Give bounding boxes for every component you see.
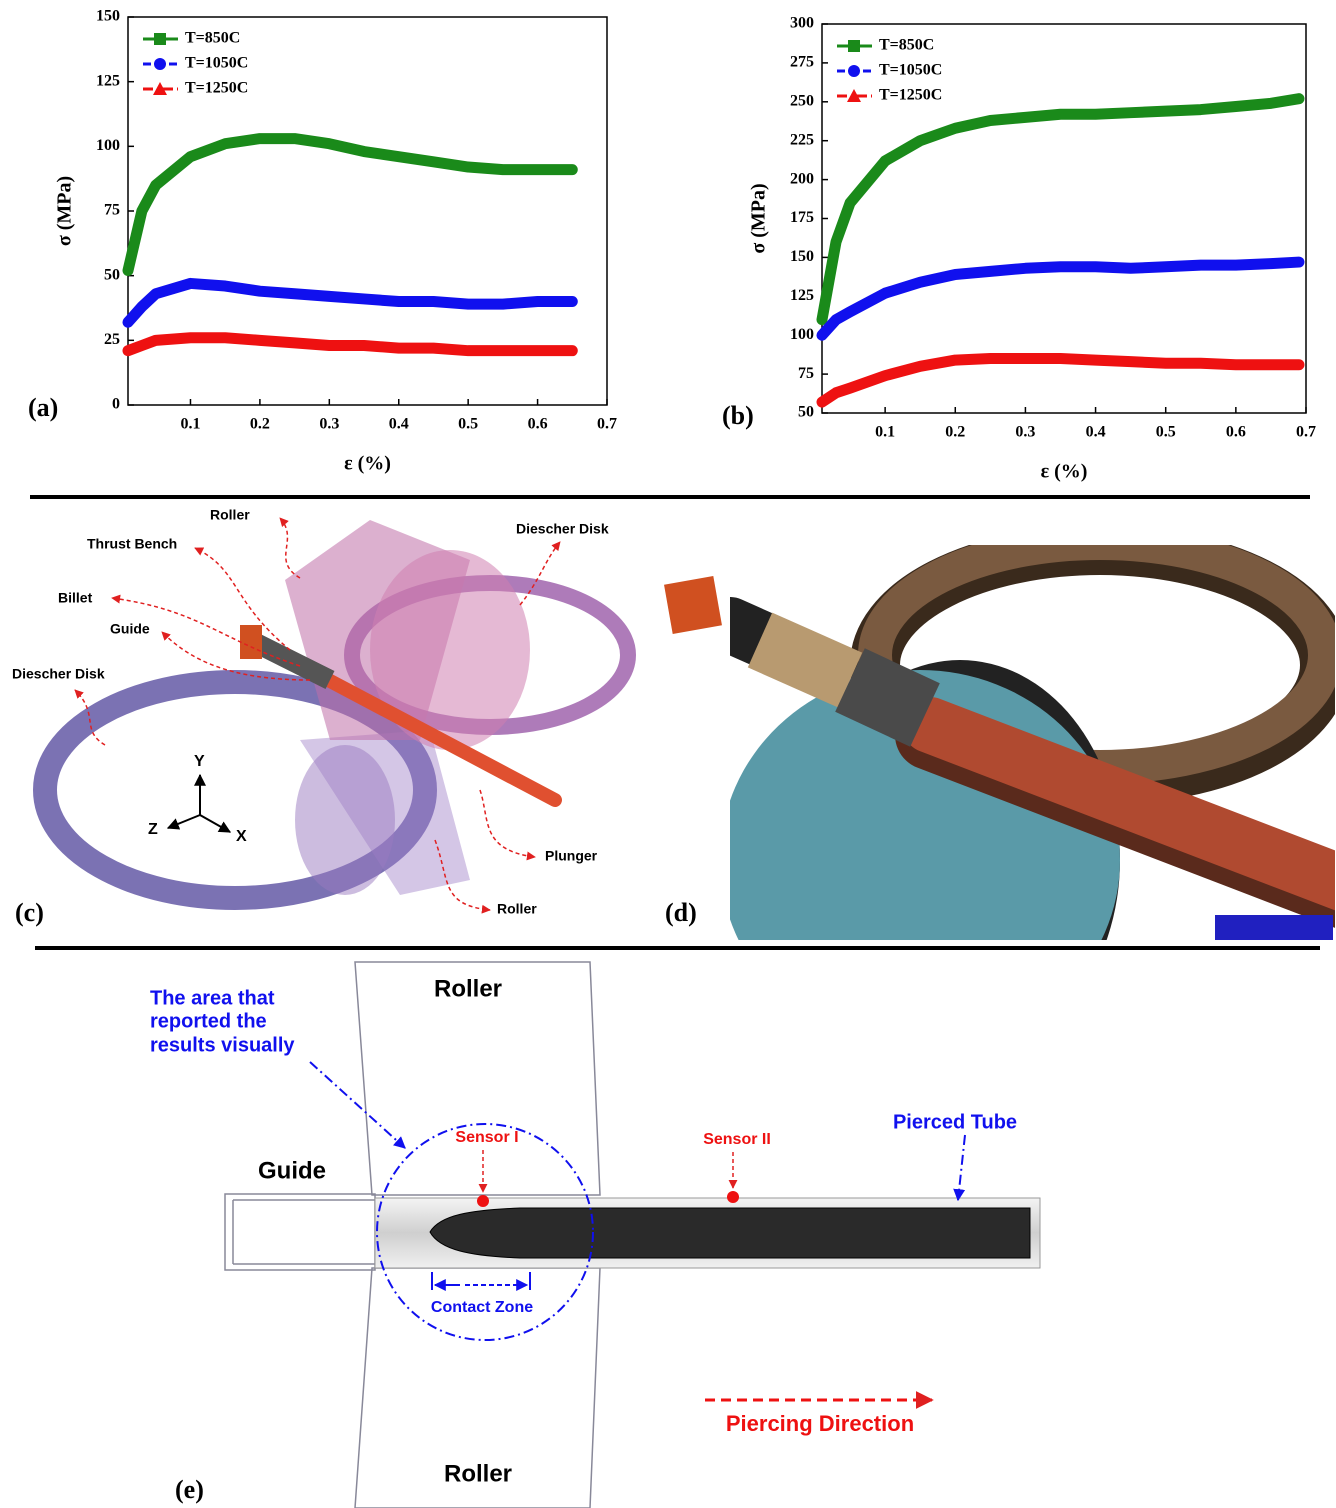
y-axis-label: σ (MPa)	[748, 183, 770, 253]
y-tick-label: 300	[790, 15, 814, 32]
y-tick-label: 0	[112, 396, 120, 413]
panel-label: (d)	[665, 898, 697, 927]
x-tick-label: 0.3	[319, 416, 339, 433]
callout: Guide	[110, 621, 150, 637]
series-line	[128, 338, 572, 351]
series-line	[128, 283, 572, 322]
callout: Roller	[210, 507, 250, 523]
panel-e: Roller Roller Guide The area that report…	[150, 962, 1040, 1508]
sensor	[727, 1191, 739, 1203]
y-tick-label: 275	[790, 54, 814, 71]
legend-label: T=1250C	[185, 80, 248, 97]
panel-label: (a)	[28, 393, 58, 422]
legend-marker	[154, 33, 166, 45]
panel-label: (b)	[722, 401, 754, 430]
x-tick-label: 0.6	[528, 416, 548, 433]
note: The area that	[150, 987, 275, 1009]
legend-marker	[848, 65, 860, 77]
x-tick-label: 0.1	[875, 424, 895, 441]
figure: 0 25 50 75 100 125 150 0.1 0.2 0.3 0.4 0.5 0.6 0.7 ε (…	[0, 0, 1336, 1508]
panel-d	[666, 543, 1336, 1060]
callout: Plunger	[545, 848, 598, 864]
y-tick-label: 75	[104, 202, 120, 219]
x-tick-label: 0.7	[597, 416, 617, 433]
leader	[310, 1062, 405, 1148]
legend-label: T=1050C	[879, 62, 942, 79]
note: results visually	[150, 1034, 295, 1056]
roller	[295, 745, 395, 895]
axis-name: Y	[194, 753, 205, 770]
y-tick-label: 50	[798, 404, 814, 421]
callout: Diescher Disk	[12, 666, 105, 682]
sensor	[477, 1195, 489, 1207]
leader	[958, 1135, 965, 1200]
label: Contact Zone	[431, 1299, 533, 1316]
note: reported the	[150, 1010, 267, 1032]
y-tick-label: 100	[96, 137, 120, 154]
label: Roller	[434, 975, 502, 1002]
legend-label: T=850C	[879, 37, 934, 54]
x-tick-label: 0.3	[1015, 424, 1035, 441]
callout: Diescher Disk	[516, 521, 609, 537]
x-axis-label: ε (%)	[344, 453, 391, 475]
legend-label: T=1050C	[185, 55, 248, 72]
y-tick-label: 50	[104, 266, 120, 283]
y-tick-label: 125	[96, 72, 120, 89]
callout: Thrust Bench	[87, 536, 177, 552]
x-tick-label: 0.5	[1156, 424, 1176, 441]
panel-label: (c)	[15, 898, 44, 927]
legend-marker	[848, 40, 860, 52]
y-tick-label: 250	[790, 92, 814, 109]
callout: Roller	[497, 901, 537, 917]
label: Roller	[444, 1460, 512, 1487]
thrust-bench	[664, 576, 722, 634]
label: Sensor I	[455, 1129, 518, 1146]
y-tick-label: 125	[790, 287, 814, 304]
y-tick-label: 100	[790, 326, 814, 343]
series-line	[128, 139, 572, 271]
x-tick-label: 0.2	[945, 424, 965, 441]
thrust-bench	[240, 625, 262, 659]
callout: Billet	[58, 590, 93, 606]
panel-c: Roller Thrust Bench Billet Guide Diesche…	[12, 507, 628, 927]
axis-name: X	[236, 828, 247, 845]
label: Pierced Tube	[893, 1111, 1017, 1133]
contact-zone-arrow	[432, 1272, 530, 1290]
label: Guide	[258, 1157, 326, 1184]
label: Piercing Direction	[726, 1411, 914, 1436]
y-tick-label: 200	[790, 170, 814, 187]
legend-label: T=1250C	[879, 87, 942, 104]
x-tick-label: 0.6	[1226, 424, 1246, 441]
legend-label: T=850C	[185, 30, 240, 47]
label: Sensor II	[703, 1131, 771, 1148]
series-line	[822, 359, 1299, 403]
y-tick-label: 175	[790, 209, 814, 226]
y-tick-label: 150	[790, 248, 814, 265]
mandrel-mesh	[430, 1208, 1030, 1258]
legend-marker	[154, 58, 166, 70]
y-tick-label: 75	[798, 365, 814, 382]
x-axis-label: ε (%)	[1041, 461, 1088, 483]
panel-label: (e)	[175, 1475, 204, 1504]
x-tick-label: 0.7	[1296, 424, 1316, 441]
x-tick-label: 0.2	[250, 416, 270, 433]
axis-name: Z	[148, 821, 158, 838]
x-tick-label: 0.4	[389, 416, 409, 433]
y-axis-label: σ (MPa)	[54, 176, 76, 246]
x-tick-label: 0.5	[458, 416, 478, 433]
y-tick-label: 150	[96, 8, 120, 25]
y-tick-label: 25	[104, 331, 120, 348]
y-tick-label: 225	[790, 131, 814, 148]
x-tick-label: 0.4	[1086, 424, 1106, 441]
x-tick-label: 0.1	[180, 416, 200, 433]
guide-shape	[225, 1194, 375, 1270]
charts: 0 25 50 75 100 125 150 0.1 0.2 0.3 0.4 0.5 0.6 0.7 ε (…	[28, 8, 1316, 483]
series-line	[822, 262, 1299, 335]
